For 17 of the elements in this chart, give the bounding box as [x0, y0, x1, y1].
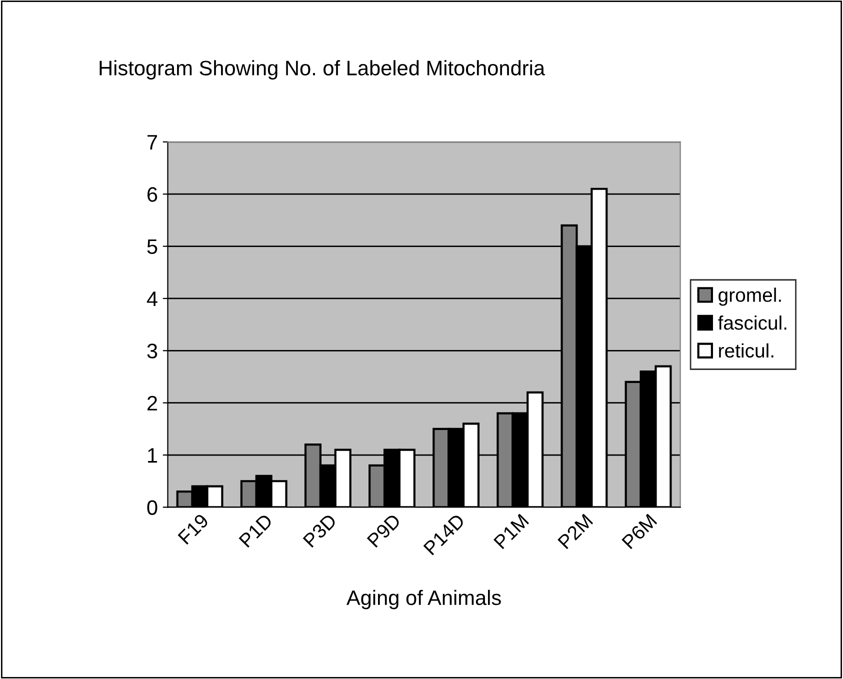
- y-tick-label: 1: [148, 448, 158, 463]
- chart-title: Histogram Showing No. of Labeled Mitochondria: [100, 60, 546, 80]
- y-tick-label: 2: [148, 396, 157, 410]
- y-tick-label: 7: [148, 135, 157, 150]
- legend-label: reticul.: [719, 343, 774, 358]
- y-tick-label: 0: [147, 500, 158, 515]
- x-tick-label: P9D: [366, 513, 402, 548]
- y-tick-label: 3: [147, 344, 158, 358]
- legend-label: gromel.: [718, 288, 781, 306]
- y-tick-label: 4: [146, 292, 158, 306]
- y-tick-label: 6: [148, 187, 158, 202]
- legend-label: fascicul.: [718, 316, 786, 330]
- y-tick-label: 5: [147, 240, 158, 254]
- x-tick-label: P3D: [302, 513, 338, 548]
- x-tick-label: F19: [178, 513, 210, 545]
- x-axis-title: Aging of Animals: [346, 590, 501, 610]
- x-tick-label: P1D: [238, 513, 274, 548]
